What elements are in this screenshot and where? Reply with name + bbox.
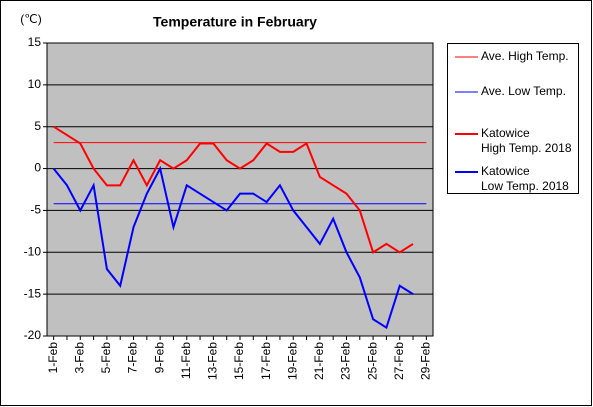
x-tick-label: 27-Feb — [392, 342, 406, 380]
series-line — [53, 125, 414, 254]
legend-item: Katowice High Temp. 2018 — [481, 126, 572, 155]
x-tick-label: 13-Feb — [206, 342, 220, 380]
x-tick-label: 17-Feb — [259, 342, 273, 380]
y-tick-label: -20 — [24, 328, 42, 342]
legend-item: Ave. Low Temp. — [481, 84, 566, 98]
x-tick-label: 5-Feb — [99, 342, 113, 374]
y-tick-label: 10 — [28, 77, 42, 91]
x-tick-label: 7-Feb — [126, 342, 140, 374]
x-tick-label: 23-Feb — [339, 342, 353, 380]
legend-item: Katowice Low Temp. 2018 — [481, 164, 569, 193]
legend-label: Ave. Low Temp. — [481, 84, 566, 98]
x-tick-label: 9-Feb — [152, 342, 166, 374]
y-tick-label: -15 — [24, 286, 42, 300]
legend-label: Katowice High Temp. 2018 — [481, 126, 572, 155]
legend-label: Ave. High Temp. — [481, 49, 569, 63]
x-tick-label: 29-Feb — [419, 342, 433, 380]
x-tick-label: 15-Feb — [232, 342, 246, 380]
y-tick-label: -10 — [24, 244, 42, 258]
series-line — [52, 165, 414, 330]
x-tick-label: 19-Feb — [285, 342, 299, 380]
x-tick-label: 11-Feb — [179, 342, 193, 379]
y-tick-label: -5 — [30, 203, 41, 217]
y-axis-label: (℃) — [20, 12, 41, 26]
x-tick-label: 25-Feb — [365, 342, 379, 380]
legend-box — [447, 43, 579, 194]
x-tick-label: 1-Feb — [46, 342, 60, 374]
y-tick-label: 15 — [28, 35, 42, 49]
y-tick-label: 5 — [34, 119, 41, 133]
x-tick-label: 3-Feb — [72, 342, 86, 374]
x-tick-label: 21-Feb — [312, 342, 326, 380]
chart-title: Temperature in February — [153, 14, 317, 30]
plot-area — [46, 42, 434, 337]
legend-item: Ave. High Temp. — [481, 49, 569, 63]
y-tick-label: 0 — [34, 161, 41, 175]
legend-label: Katowice Low Temp. 2018 — [481, 164, 569, 193]
